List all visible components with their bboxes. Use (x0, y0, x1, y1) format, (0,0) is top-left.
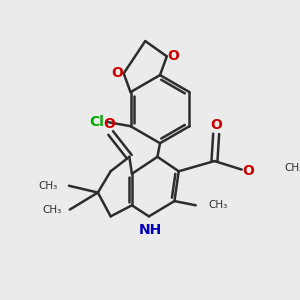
Text: O: O (111, 66, 123, 80)
Text: O: O (243, 164, 254, 178)
Text: O: O (103, 118, 115, 131)
Text: O: O (168, 50, 180, 63)
Text: CH₃: CH₃ (39, 181, 58, 191)
Text: CH₃: CH₃ (208, 200, 228, 210)
Text: Cl: Cl (89, 115, 104, 129)
Text: CH₃: CH₃ (42, 205, 61, 214)
Text: O: O (210, 118, 222, 132)
Text: NH: NH (139, 223, 162, 237)
Text: CH₃: CH₃ (284, 163, 300, 173)
